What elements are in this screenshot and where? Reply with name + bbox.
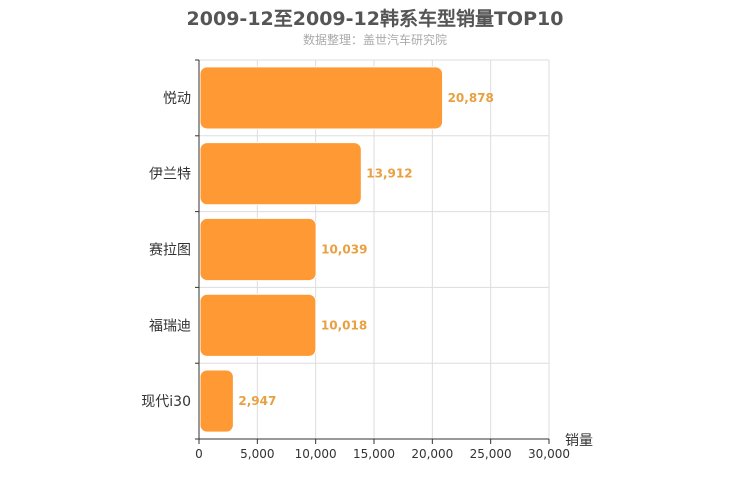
bar-value-label: 10,018 (321, 318, 367, 332)
bar-value-label: 20,878 (448, 91, 494, 105)
x-tick-label: 10,000 (295, 447, 337, 461)
x-tick-label: 25,000 (470, 447, 512, 461)
chart-title: 2009-12至2009-12韩系车型销量TOP10 (186, 8, 564, 30)
bar-value-label: 10,039 (321, 243, 367, 257)
bar (199, 142, 362, 206)
x-tick-label: 0 (195, 447, 203, 461)
x-tick-label: 30,000 (528, 447, 570, 461)
bar (199, 217, 317, 282)
category-label: 悦动 (163, 91, 191, 107)
bar (199, 66, 444, 130)
chart-subtitle: 数据整理：盖世汽车研究院 (302, 33, 447, 47)
category-label: 赛拉图 (149, 243, 191, 259)
axes (195, 59, 550, 444)
category-label: 现代i30 (141, 394, 191, 410)
category-label: 伊兰特 (149, 167, 191, 183)
bar-value-label: 2,947 (238, 394, 276, 408)
x-axis-title: 销量 (565, 433, 593, 449)
bar (199, 369, 234, 433)
labels: 20,878 悦动 13,912 伊兰特 10,039 赛拉图 10,018 福瑞迪 2,947… (141, 91, 593, 461)
bar-value-label: 13,912 (366, 167, 412, 181)
x-tick-label: 20,000 (411, 447, 453, 461)
x-tick-label: 5,000 (240, 447, 274, 461)
category-label: 福瑞迪 (149, 318, 191, 334)
x-tick-label: 15,000 (353, 447, 395, 461)
bar (199, 293, 317, 357)
bars (199, 66, 444, 433)
